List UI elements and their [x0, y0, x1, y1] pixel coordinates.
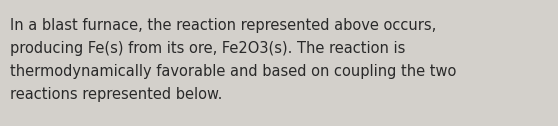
Text: thermodynamically favorable and based on coupling the two: thermodynamically favorable and based on…	[10, 64, 456, 79]
Text: In a blast furnace, the reaction represented above occurs,: In a blast furnace, the reaction represe…	[10, 18, 436, 33]
Text: reactions represented below.: reactions represented below.	[10, 87, 223, 102]
Text: producing Fe(s) from its ore, Fe2O3(s). The reaction is: producing Fe(s) from its ore, Fe2O3(s). …	[10, 41, 405, 56]
